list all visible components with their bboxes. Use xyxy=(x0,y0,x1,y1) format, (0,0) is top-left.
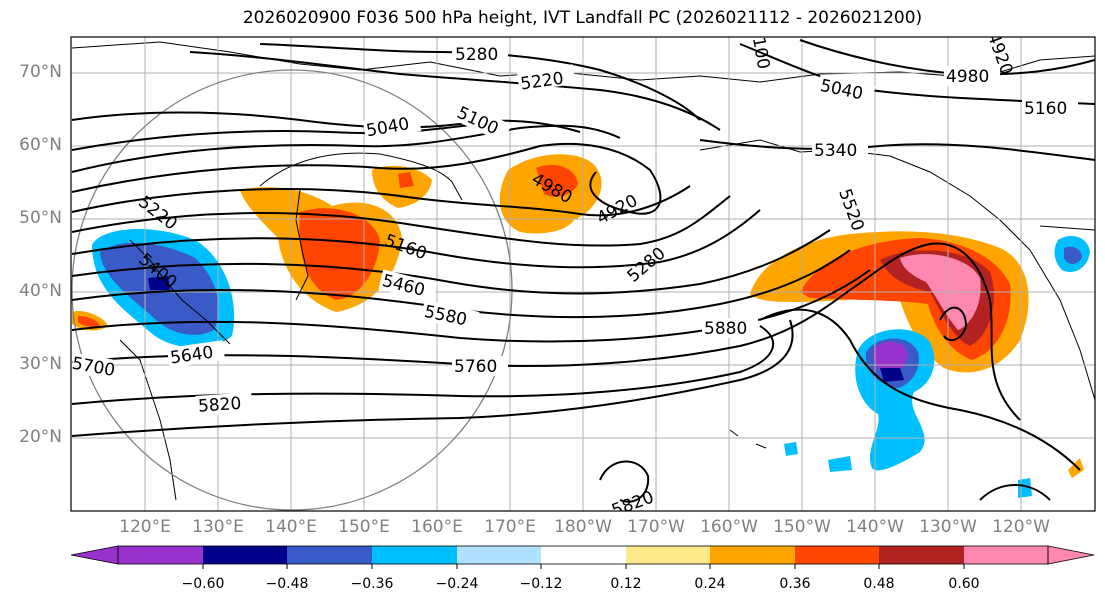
colorbar-segment xyxy=(964,546,1048,564)
colorbar-segment xyxy=(879,546,964,564)
colorbar-segment xyxy=(626,546,710,564)
lat-tick-label: 30°N xyxy=(19,354,62,374)
figure-title: 2026020900 F036 500 hPa height, IVT Land… xyxy=(242,8,923,28)
svg-text:5340: 5340 xyxy=(814,141,857,161)
colorbar-segment xyxy=(541,546,626,564)
colorbar-tick-label: −0.36 xyxy=(350,576,394,592)
lat-tick-label: 70°N xyxy=(19,62,62,82)
svg-text:5280: 5280 xyxy=(455,45,498,65)
colorbar-segment xyxy=(795,546,879,564)
colorbar-tick-label: −0.60 xyxy=(181,576,225,592)
colorbar-tick-label: −0.12 xyxy=(519,576,563,592)
colorbar-tick-label: −0.48 xyxy=(265,576,309,592)
lon-tick-label: 170°W xyxy=(627,517,685,537)
colorbar-tick-label: −0.24 xyxy=(435,576,479,592)
colorbar-tick-label: 0.12 xyxy=(610,576,642,592)
lat-tick-label: 60°N xyxy=(19,135,62,155)
lat-tick-label: 20°N xyxy=(19,427,62,447)
lat-tick-label: 50°N xyxy=(19,208,62,228)
svg-text:5880: 5880 xyxy=(704,319,747,339)
colorbar-segment xyxy=(118,546,203,564)
lat-tick-label: 40°N xyxy=(19,281,62,301)
svg-text:5160: 5160 xyxy=(1024,99,1067,119)
lon-tick-label: 130°W xyxy=(919,517,977,537)
colorbar-tick-label: 0.24 xyxy=(694,576,726,592)
colorbar-extend-high xyxy=(1047,545,1095,565)
map-frame xyxy=(70,36,1096,512)
colorbar-tick-label: 0.60 xyxy=(948,576,980,592)
svg-text:5760: 5760 xyxy=(454,357,497,377)
lon-tick-label: 160°E xyxy=(411,517,463,537)
lon-tick-label: 120°E xyxy=(119,517,171,537)
colorbar-segment xyxy=(203,546,287,564)
lon-tick-label: 170°E xyxy=(484,517,536,537)
lon-tick-label: 150°W xyxy=(773,517,831,537)
lon-tick-label: 130°E xyxy=(192,517,244,537)
lon-tick-label: 120°W xyxy=(992,517,1050,537)
height-contours xyxy=(71,39,1095,503)
colorbar-extend-low xyxy=(70,545,119,565)
svg-text:5820: 5820 xyxy=(197,394,242,417)
colorbar-segment xyxy=(287,546,372,564)
colorbar-tick-label: 0.36 xyxy=(779,576,811,592)
lon-tick-label: 180°W xyxy=(554,517,612,537)
colorbar xyxy=(70,545,1095,569)
colorbar-tick-label: 0.48 xyxy=(863,576,895,592)
lon-tick-label: 140°E xyxy=(265,517,317,537)
colorbar-segment xyxy=(372,546,457,564)
colorbar-segment xyxy=(710,546,795,564)
lon-tick-label: 160°W xyxy=(700,517,758,537)
lon-tick-label: 140°W xyxy=(846,517,904,537)
lon-tick-label: 150°E xyxy=(338,517,390,537)
colorbar-segment xyxy=(457,546,541,564)
svg-text:4980: 4980 xyxy=(946,67,989,87)
